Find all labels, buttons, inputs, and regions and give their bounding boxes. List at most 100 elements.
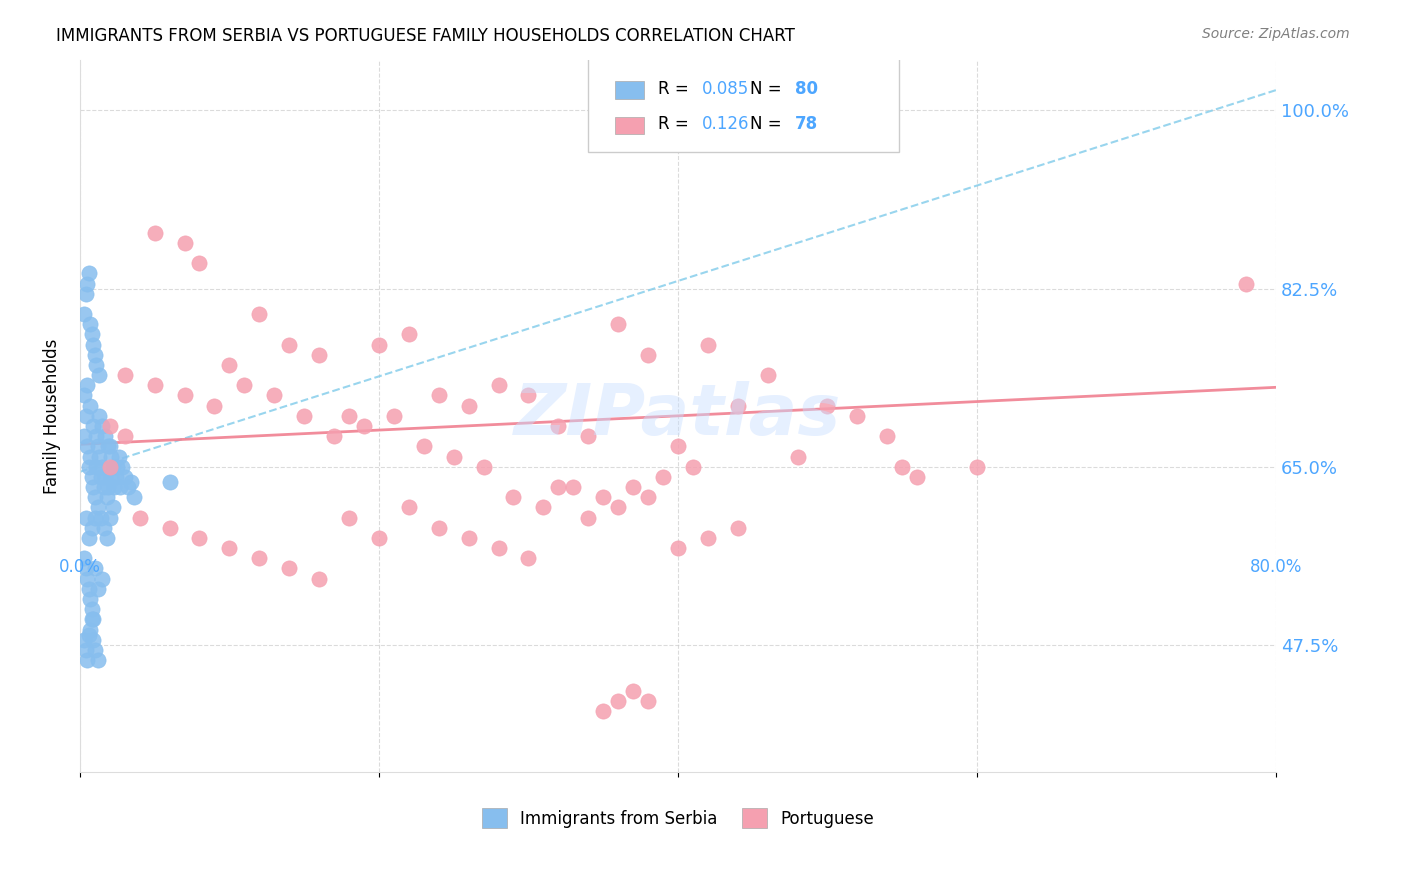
Point bbox=[263, 388, 285, 402]
Point bbox=[82, 632, 104, 647]
Point bbox=[128, 510, 150, 524]
Point bbox=[101, 500, 124, 515]
Point bbox=[576, 510, 599, 524]
Point bbox=[353, 419, 375, 434]
Point bbox=[82, 419, 104, 434]
Text: R =: R = bbox=[658, 79, 693, 98]
Text: 80.0%: 80.0% bbox=[1250, 558, 1302, 576]
Legend: Immigrants from Serbia, Portuguese: Immigrants from Serbia, Portuguese bbox=[475, 801, 882, 835]
Point bbox=[308, 572, 330, 586]
Point bbox=[90, 470, 112, 484]
FancyBboxPatch shape bbox=[614, 81, 644, 99]
Point bbox=[91, 459, 114, 474]
Point bbox=[457, 531, 479, 545]
Text: ZIPatlas: ZIPatlas bbox=[515, 381, 842, 450]
Point bbox=[79, 623, 101, 637]
Point bbox=[73, 429, 96, 443]
Point bbox=[75, 286, 97, 301]
Point bbox=[637, 694, 659, 708]
Point bbox=[98, 439, 121, 453]
Point bbox=[637, 348, 659, 362]
Point bbox=[97, 480, 120, 494]
Point bbox=[398, 327, 420, 342]
Point bbox=[547, 480, 569, 494]
Text: 0.0%: 0.0% bbox=[59, 558, 101, 576]
Point bbox=[93, 521, 115, 535]
Point bbox=[122, 490, 145, 504]
Text: IMMIGRANTS FROM SERBIA VS PORTUGUESE FAMILY HOUSEHOLDS CORRELATION CHART: IMMIGRANTS FROM SERBIA VS PORTUGUESE FAM… bbox=[56, 27, 796, 45]
Text: Source: ZipAtlas.com: Source: ZipAtlas.com bbox=[1202, 27, 1350, 41]
Point bbox=[80, 602, 103, 616]
Point bbox=[247, 551, 270, 566]
Point bbox=[576, 429, 599, 443]
Point bbox=[91, 419, 114, 434]
Point bbox=[308, 348, 330, 362]
Point bbox=[173, 235, 195, 250]
Point bbox=[105, 459, 128, 474]
Point bbox=[73, 551, 96, 566]
Point bbox=[77, 531, 100, 545]
Point bbox=[80, 327, 103, 342]
Point bbox=[367, 337, 389, 351]
Point bbox=[696, 337, 718, 351]
Point bbox=[110, 480, 132, 494]
Point bbox=[93, 480, 115, 494]
Point bbox=[77, 627, 100, 641]
Text: 0.085: 0.085 bbox=[702, 79, 749, 98]
Point bbox=[292, 409, 315, 423]
Point bbox=[696, 531, 718, 545]
Point bbox=[96, 490, 118, 504]
Point bbox=[966, 459, 988, 474]
Point bbox=[218, 541, 240, 556]
Point bbox=[87, 500, 110, 515]
Text: R =: R = bbox=[658, 115, 693, 134]
Point bbox=[76, 439, 98, 453]
Point bbox=[83, 348, 105, 362]
Point bbox=[278, 561, 301, 575]
Point bbox=[637, 490, 659, 504]
Point bbox=[562, 480, 585, 494]
Point bbox=[143, 226, 166, 240]
Point bbox=[607, 317, 630, 331]
Point bbox=[727, 399, 749, 413]
Point bbox=[666, 541, 689, 556]
Point bbox=[111, 459, 134, 474]
Point bbox=[89, 409, 111, 423]
Point bbox=[337, 510, 360, 524]
Point bbox=[891, 459, 914, 474]
Point bbox=[159, 475, 181, 489]
Point bbox=[382, 409, 405, 423]
Point bbox=[101, 459, 124, 474]
Point bbox=[79, 317, 101, 331]
Point bbox=[547, 419, 569, 434]
Point bbox=[607, 500, 630, 515]
Point bbox=[73, 388, 96, 402]
Point bbox=[472, 459, 495, 474]
Point bbox=[94, 470, 117, 484]
Point bbox=[87, 582, 110, 596]
Point bbox=[592, 490, 614, 504]
Point bbox=[98, 419, 121, 434]
Point bbox=[73, 307, 96, 321]
Point bbox=[86, 429, 108, 443]
Point bbox=[427, 388, 450, 402]
Point bbox=[76, 277, 98, 291]
Point bbox=[427, 521, 450, 535]
Point bbox=[278, 337, 301, 351]
Point bbox=[233, 378, 256, 392]
Point bbox=[652, 470, 675, 484]
Point bbox=[727, 521, 749, 535]
Point bbox=[756, 368, 779, 383]
Point bbox=[87, 439, 110, 453]
Point bbox=[323, 429, 346, 443]
Point bbox=[75, 561, 97, 575]
Point bbox=[89, 450, 111, 464]
Point bbox=[517, 388, 540, 402]
Point bbox=[77, 582, 100, 596]
Point bbox=[786, 450, 808, 464]
Point bbox=[621, 683, 644, 698]
Point bbox=[73, 632, 96, 647]
Point bbox=[75, 643, 97, 657]
Point bbox=[100, 450, 122, 464]
Point bbox=[83, 490, 105, 504]
